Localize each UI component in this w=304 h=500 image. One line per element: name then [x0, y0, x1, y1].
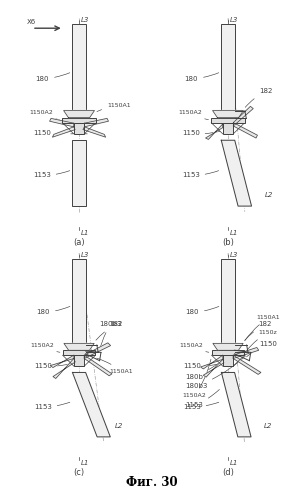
- Text: L1: L1: [230, 460, 238, 466]
- Text: 1153: 1153: [33, 170, 70, 178]
- Text: L1: L1: [81, 230, 89, 236]
- Text: L2: L2: [264, 192, 273, 198]
- Bar: [221, 258, 235, 348]
- Bar: [221, 24, 235, 115]
- Polygon shape: [84, 355, 112, 376]
- Polygon shape: [233, 106, 253, 126]
- Polygon shape: [233, 355, 261, 374]
- Text: 1150A2: 1150A2: [183, 360, 211, 399]
- Text: 182: 182: [245, 88, 272, 108]
- Polygon shape: [84, 343, 111, 358]
- Bar: [72, 140, 86, 206]
- Polygon shape: [233, 122, 257, 138]
- Text: 180b3: 180b3: [185, 356, 246, 389]
- Text: 1153: 1153: [185, 390, 219, 408]
- Text: (d): (d): [222, 468, 234, 477]
- Text: 1153: 1153: [182, 170, 219, 178]
- Text: 1150A1: 1150A1: [245, 315, 280, 341]
- Text: L1: L1: [81, 460, 89, 466]
- Text: 182: 182: [96, 322, 123, 340]
- Bar: [74, 355, 84, 366]
- Text: (b): (b): [222, 238, 234, 248]
- Bar: [74, 122, 85, 134]
- Bar: [223, 122, 233, 134]
- Text: 180: 180: [185, 306, 219, 315]
- Bar: [223, 355, 233, 366]
- Polygon shape: [64, 110, 95, 117]
- Polygon shape: [233, 348, 259, 358]
- Text: 1150z: 1150z: [246, 330, 277, 351]
- Text: 1150A1: 1150A1: [97, 358, 133, 374]
- Text: L1: L1: [230, 230, 238, 236]
- Bar: [63, 350, 95, 355]
- Bar: [62, 118, 96, 122]
- Polygon shape: [83, 127, 106, 137]
- Polygon shape: [212, 110, 244, 117]
- Polygon shape: [203, 360, 224, 377]
- Text: 1150A2: 1150A2: [179, 343, 209, 352]
- Text: 182: 182: [245, 322, 271, 340]
- Text: Фиг. 30: Фиг. 30: [126, 476, 178, 489]
- Polygon shape: [53, 358, 75, 378]
- Polygon shape: [50, 355, 74, 368]
- Polygon shape: [64, 344, 94, 350]
- Text: 1150: 1150: [33, 130, 71, 136]
- Bar: [211, 118, 245, 122]
- Text: 180b: 180b: [185, 347, 238, 380]
- Text: 1150A2: 1150A2: [30, 343, 60, 352]
- Text: L2: L2: [264, 423, 272, 429]
- Polygon shape: [72, 372, 110, 437]
- Polygon shape: [221, 372, 251, 437]
- Text: L3: L3: [81, 17, 89, 23]
- Text: 1150: 1150: [34, 362, 71, 368]
- Polygon shape: [213, 344, 243, 350]
- Text: 1153: 1153: [183, 402, 219, 409]
- Text: 1150A2: 1150A2: [178, 110, 209, 120]
- Polygon shape: [52, 127, 75, 137]
- Polygon shape: [201, 355, 223, 369]
- Text: 180: 180: [185, 72, 219, 82]
- Text: 180: 180: [36, 72, 70, 82]
- Text: L3: L3: [230, 252, 238, 258]
- Polygon shape: [50, 118, 74, 127]
- Text: (a): (a): [73, 238, 85, 248]
- Text: 180b3: 180b3: [99, 322, 122, 351]
- Text: L3: L3: [81, 252, 89, 258]
- Text: L3: L3: [230, 17, 238, 23]
- Text: 1150A2: 1150A2: [29, 110, 60, 120]
- Text: 180: 180: [36, 306, 70, 315]
- Bar: [72, 258, 86, 348]
- Bar: [212, 350, 244, 355]
- Text: 1150: 1150: [247, 340, 277, 357]
- Text: 1150: 1150: [182, 130, 220, 136]
- Text: X6: X6: [27, 19, 36, 25]
- Text: L2: L2: [115, 423, 123, 429]
- Polygon shape: [221, 140, 251, 206]
- Text: 1150A1: 1150A1: [97, 104, 131, 112]
- Bar: [72, 24, 86, 115]
- Polygon shape: [206, 124, 223, 140]
- Text: 1150: 1150: [183, 362, 220, 368]
- Polygon shape: [85, 118, 109, 127]
- Text: (c): (c): [74, 468, 85, 477]
- Text: 1153: 1153: [34, 402, 70, 409]
